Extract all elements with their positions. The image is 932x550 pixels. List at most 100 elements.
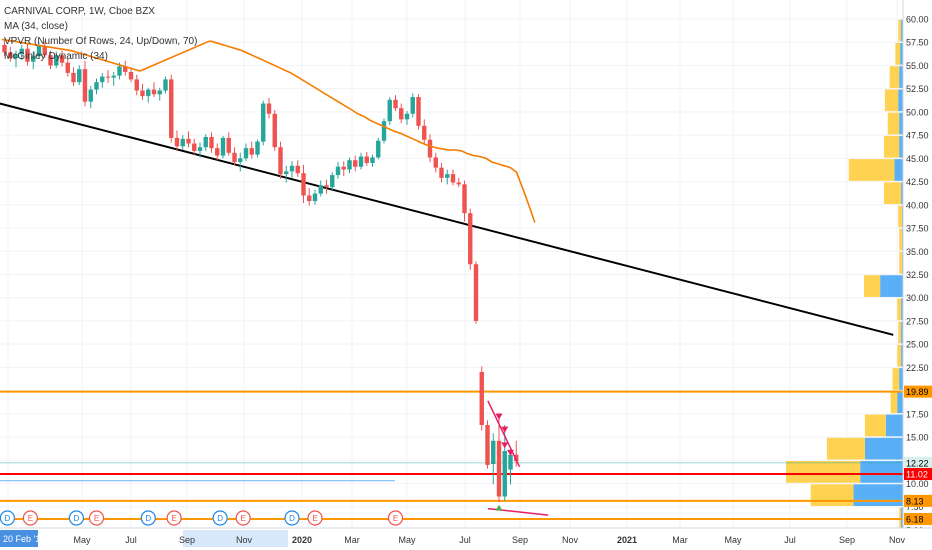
- time-tick-label: Nov: [562, 535, 579, 545]
- earnings-marker: [235, 510, 251, 526]
- price-tick-label: 10.00: [906, 479, 929, 489]
- vp-bar-down: [848, 159, 895, 181]
- candle-body: [48, 55, 53, 66]
- candle-body: [31, 56, 36, 62]
- vp-bar-down: [892, 368, 900, 390]
- candle-body: [496, 440, 502, 497]
- vp-bar-up: [901, 321, 903, 344]
- candle-body: [456, 182, 461, 185]
- candle-body: [220, 137, 226, 156]
- event-label: D: [4, 514, 10, 523]
- candle-body: [88, 89, 93, 102]
- price-tag: [904, 513, 932, 525]
- time-tick-label: Nov: [236, 535, 253, 545]
- crosshair-date-label: 20 Feb '18: [3, 534, 45, 544]
- time-tick-label: Sep: [512, 535, 528, 545]
- candle-body: [404, 113, 410, 120]
- candle-body: [266, 103, 272, 114]
- vp-bar-up: [864, 437, 903, 460]
- legend-vpvr[interactable]: VPVR (Number Of Rows, 24, Up/Down, 70): [4, 36, 198, 47]
- price-tick-label: 17.50: [906, 409, 929, 419]
- price-tick-label: 30.00: [906, 293, 929, 303]
- candle-body: [393, 99, 398, 109]
- vp-bar-up: [880, 275, 903, 297]
- dividend-marker: [0, 510, 15, 526]
- candle-body: [2, 45, 7, 53]
- candle-body: [491, 440, 496, 465]
- buy-triangle: [495, 504, 503, 511]
- legend: CARNIVAL CORP, 1W, Cboe BZX MA (34, clos…: [4, 4, 197, 64]
- candle-body: [473, 264, 479, 321]
- vp-bar-down: [810, 484, 854, 506]
- sell-triangle: [507, 449, 514, 456]
- candle-body: [284, 171, 289, 175]
- price-axis-bg: [903, 0, 932, 528]
- event-label: E: [171, 514, 176, 523]
- event-label: D: [73, 514, 79, 523]
- candle-body: [278, 147, 283, 175]
- candle-body: [255, 141, 260, 155]
- vp-bar-down: [899, 252, 903, 274]
- candle-body: [54, 55, 59, 66]
- candle-body: [140, 90, 145, 97]
- candle-body: [19, 48, 24, 55]
- candle-body: [105, 76, 111, 78]
- price-tag-label: 6.18: [906, 515, 924, 525]
- earnings-marker: [387, 510, 404, 526]
- crosshair-date-bg: [0, 530, 38, 547]
- candle-body: [416, 97, 421, 126]
- legend-mcginley[interactable]: McGinley Dynamic (34): [4, 51, 108, 62]
- vp-bar-down: [884, 89, 899, 112]
- candle-body: [410, 97, 415, 114]
- candle-body: [36, 45, 42, 57]
- sell-triangle: [501, 426, 509, 433]
- price-axis: 60.00 57.50 55.00 52.50 50.00 47.50 45.00 42.50…: [902, 0, 932, 535]
- candle-body: [134, 79, 139, 91]
- candle-body: [312, 193, 318, 202]
- event-label: E: [393, 514, 398, 523]
- vp-bar-down: [826, 437, 865, 460]
- earnings-marker: [166, 510, 182, 526]
- vp-bar-up: [898, 89, 903, 112]
- vp-bar-down: [883, 135, 900, 158]
- candle-body: [77, 69, 82, 83]
- candle-body: [59, 55, 65, 63]
- candle-body: [117, 66, 122, 76]
- time-tick-label: Jul: [125, 535, 137, 545]
- vp-bar-up: [901, 19, 903, 42]
- price-tick-label: 47.50: [906, 131, 929, 141]
- price-tick-label: 15.00: [906, 433, 929, 443]
- price-tag-label: 12.22: [906, 458, 929, 468]
- candle-body: [94, 82, 99, 90]
- vp-bar-down: [887, 112, 900, 135]
- candle-body: [479, 372, 484, 425]
- price-tick-label: 52.50: [906, 84, 929, 94]
- candle-body: [358, 156, 364, 167]
- candles: [2, 39, 519, 503]
- dividend-marker: [212, 510, 228, 526]
- legend-symbol[interactable]: CARNIVAL CORP, 1W, Cboe BZX: [4, 6, 155, 17]
- candle-body: [341, 166, 346, 170]
- candle-body: [192, 143, 197, 151]
- price-tick-label: 50.00: [906, 107, 929, 117]
- vp-bar-down: [883, 182, 902, 205]
- vp-bar-up: [899, 368, 903, 390]
- candle-body: [324, 185, 329, 188]
- candle-body: [25, 48, 30, 62]
- candle-body: [243, 148, 249, 159]
- vp-bar-down: [898, 321, 902, 344]
- candle-body: [364, 156, 369, 163]
- candle-body: [157, 90, 162, 95]
- candle-body: [387, 99, 392, 122]
- candle-body: [301, 173, 306, 196]
- vp-bar-up: [897, 391, 903, 414]
- candle-body: [261, 103, 266, 142]
- trendline-layer: [0, 102, 894, 336]
- sell-triangle: [495, 413, 503, 420]
- event-label: E: [28, 514, 33, 523]
- pattern-line-down: [487, 400, 521, 468]
- vp-bar-down: [864, 414, 886, 437]
- vp-bar-up: [900, 42, 903, 65]
- legend-ma[interactable]: MA (34, close): [4, 21, 68, 32]
